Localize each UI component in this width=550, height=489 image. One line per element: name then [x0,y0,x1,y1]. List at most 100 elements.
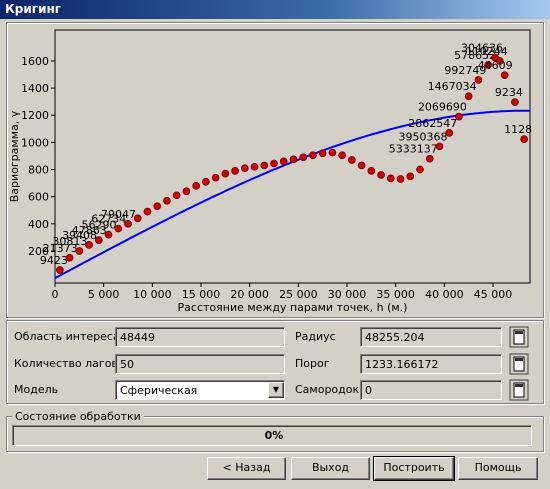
point-label: 30813 [52,235,87,248]
label: Самородок [295,383,360,396]
point [425,154,434,163]
point [211,173,220,182]
sill-field[interactable]: 1233.166172 [360,354,502,374]
point-label: 9423 [40,254,68,267]
x-tick-label: 10 000 [133,288,172,301]
x-tick-label: 5 000 [88,288,120,301]
point-label: 44609 [478,59,513,72]
radius-field[interactable]: 48255.204 [360,327,502,347]
calc-button[interactable] [509,353,529,375]
point [202,177,210,186]
point [318,149,327,158]
point [163,196,171,205]
point-label: 21373 [43,242,78,255]
back-button[interactable]: < Назад [207,457,286,480]
x-tick-label: 45 000 [474,288,513,301]
model-combo[interactable]: Сферическая [115,380,285,400]
point [357,161,366,170]
y-tick-label: 1200 [21,109,49,122]
label: Радиус [295,330,336,343]
calc-icons [509,326,529,401]
point [270,159,278,168]
y-tick-label: 800 [28,164,49,177]
title-bar: Кригинг [0,0,550,19]
point [299,153,308,162]
point-label: 1128 [504,123,532,136]
point [511,98,519,106]
point-label: 304636 [461,42,503,55]
point [367,167,376,175]
chart: 200 400 600 800 1000 1200 1400 1600 0 5 000 10 000… [8,29,532,314]
point [85,241,93,249]
point [464,92,473,101]
point [289,155,298,164]
point [396,175,405,183]
y-tick-label: 1600 [21,55,49,68]
point [124,219,132,228]
point [260,161,269,170]
point [386,174,395,183]
point [221,169,230,178]
area-field: 48449 [115,327,285,347]
point-label: 1467034 [428,80,477,93]
point-label: 62734 [91,213,126,226]
point [75,247,84,255]
x-tick-label: 0 [52,288,59,301]
point [94,236,103,244]
label: Порог [295,357,330,370]
y-tick-label: 400 [28,218,49,231]
point-label: 992749 [444,64,486,77]
point [445,129,454,137]
point [182,187,191,196]
point [65,253,74,262]
point-label: 2862547 [408,117,457,130]
point [484,61,492,69]
point-label: 2069690 [418,101,467,114]
point [348,156,356,164]
point [231,167,239,175]
point-label: 56290 [82,219,117,232]
point [104,230,113,239]
point [114,224,123,233]
point [520,135,529,143]
status-panel [6,416,544,452]
chart-panel [6,22,544,318]
y-tick-label: 1000 [21,136,49,149]
point-label: 3950368 [398,130,447,143]
point [435,142,444,151]
y-axis-label: Вариограмма, γ [8,110,21,202]
point [474,76,483,84]
point [133,214,142,223]
point [153,202,162,211]
point [250,162,259,171]
calc-button[interactable] [509,379,529,401]
point [495,57,504,65]
combo-arrow[interactable]: ▼ [268,382,284,398]
params-panel [6,320,544,404]
point-label: 79047 [101,208,136,221]
point-label: 578652 [454,49,496,62]
help-button[interactable]: Помощь [458,457,538,480]
label: Количество лагов [14,357,118,370]
point-label: 39408 [62,229,97,242]
point [338,151,346,160]
point [172,191,181,200]
point [192,181,200,190]
x-axis-label: Расстояние между парами точек, h (м.) [178,301,408,314]
build-button[interactable]: Построить [373,456,455,481]
point [500,71,509,80]
x-tick-label: 20 000 [230,288,269,301]
point [416,165,424,174]
point-label: 5333137 [389,143,438,156]
point-label: 9234 [495,86,523,99]
point [279,157,288,166]
calc-button[interactable] [509,326,529,348]
nugget-field[interactable]: 0 [360,380,502,400]
label: Область интереса [14,330,120,343]
exit-button[interactable]: Выход [291,457,370,480]
y-tick-label: 1400 [21,82,49,95]
point [240,164,249,173]
point [377,171,385,179]
y-tick-label: 600 [28,191,49,204]
